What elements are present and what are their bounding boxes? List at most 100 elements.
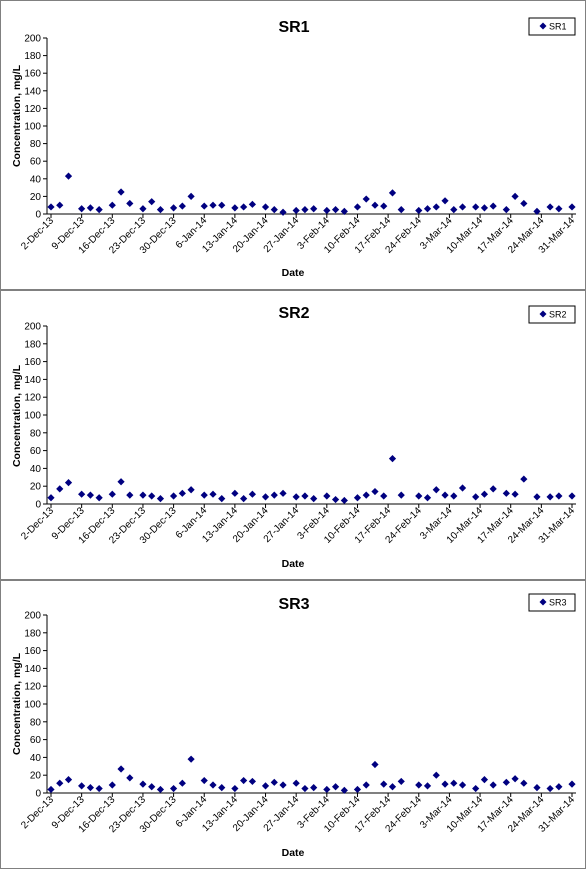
y-tick-label: 140: [24, 86, 41, 97]
data-point: [340, 207, 348, 215]
data-point: [248, 200, 256, 208]
data-point: [139, 205, 147, 213]
legend: SR1: [528, 17, 576, 36]
chart-svg-sr1: SR1 Concentration, mg/L Date SR1 0 20 40 60…: [11, 17, 577, 279]
data-point: [148, 198, 156, 206]
data-point: [353, 785, 362, 794]
data-point: [261, 493, 270, 501]
y-tick-label: 80: [30, 139, 42, 150]
data-point: [209, 781, 217, 789]
data-point: [95, 784, 103, 793]
data-point: [362, 781, 370, 789]
data-point: [156, 785, 165, 794]
data-point: [520, 475, 528, 483]
data-point: [380, 202, 388, 210]
data-point: [323, 785, 331, 794]
legend-box: [528, 17, 576, 36]
y-tick-label: 160: [24, 69, 41, 80]
data-point: [397, 491, 405, 499]
data-point: [480, 204, 489, 212]
data-point: [301, 492, 309, 500]
data-point: [388, 189, 397, 197]
data-point: [489, 781, 497, 789]
data-point: [546, 203, 554, 211]
data-point: [178, 779, 186, 787]
data-point: [480, 776, 489, 784]
data-point: [502, 778, 510, 786]
data-point: [231, 489, 239, 497]
data-point: [148, 783, 156, 791]
data-point: [108, 201, 116, 209]
data-point: [362, 195, 370, 203]
y-tick-label: 120: [24, 104, 41, 115]
y-tick-label: 40: [30, 753, 42, 764]
y-axis-label: Concentration, mg/L: [11, 364, 23, 467]
data-point: [331, 495, 340, 504]
data-point: [139, 491, 147, 499]
data-point: [331, 783, 340, 791]
data-point: [568, 203, 576, 211]
data-point: [292, 206, 300, 215]
data-point: [261, 782, 270, 790]
data-point: [432, 203, 440, 211]
data-point: [187, 192, 195, 200]
chart-title: SR3: [278, 596, 309, 613]
y-tick-label: 80: [30, 717, 42, 728]
data-point: [86, 204, 95, 212]
data-point: [371, 201, 379, 209]
y-tick-label: 0: [35, 789, 41, 800]
data-point: [218, 784, 226, 792]
data-point: [388, 783, 397, 791]
data-point: [533, 207, 541, 215]
data-point: [502, 489, 510, 497]
y-axis-label: Concentration, mg/L: [11, 652, 23, 755]
data-point: [432, 486, 440, 494]
data-point: [388, 455, 397, 463]
data-point: [323, 206, 331, 215]
data-point: [78, 782, 86, 790]
data-point: [56, 485, 64, 493]
data-point: [64, 776, 73, 784]
y-tick-label: 160: [24, 357, 41, 368]
chart-panel-sr3: SR3 Concentration, mg/L Date SR3 0 20 40 60…: [0, 580, 586, 869]
data-point: [380, 780, 388, 788]
chart-panel-sr1: SR1 Concentration, mg/L Date SR1 0 20 40 60…: [0, 0, 586, 290]
data-point: [472, 203, 480, 211]
y-tick-label: 180: [24, 628, 41, 639]
data-point: [371, 760, 379, 769]
data-point: [310, 205, 318, 213]
data-point: [480, 490, 489, 498]
data-point: [458, 781, 467, 789]
y-tick-label: 120: [24, 393, 41, 404]
data-point: [86, 491, 95, 499]
data-point: [353, 203, 362, 211]
data-point: [156, 206, 165, 214]
data-point: [248, 490, 256, 498]
data-point: [187, 486, 195, 494]
x-axis-label: Date: [282, 558, 305, 570]
y-tick-label: 200: [24, 322, 41, 333]
data-point: [555, 783, 563, 791]
data-point: [555, 492, 563, 500]
plot-area: 0204060801001201401601802002-Dec-139-Dec…: [19, 34, 577, 257]
data-point: [397, 777, 405, 786]
data-point: [117, 478, 125, 486]
data-point: [139, 780, 147, 788]
y-tick-label: 40: [30, 464, 42, 475]
data-point: [511, 775, 519, 783]
y-tick-label: 100: [24, 411, 41, 422]
chart-panel-sr2: SR2 Concentration, mg/L Date SR2 0 20 40 60…: [0, 290, 586, 580]
legend: SR3: [528, 593, 576, 612]
data-point: [441, 780, 449, 788]
data-point: [117, 765, 125, 773]
y-tick-label: 180: [24, 339, 41, 350]
y-tick-label: 140: [24, 375, 41, 386]
legend-marker-icon: [539, 598, 547, 606]
data-point: [218, 201, 226, 209]
data-point: [432, 771, 440, 779]
data-point: [248, 777, 256, 786]
data-point: [568, 780, 576, 788]
legend-label: SR1: [549, 22, 567, 32]
data-point: [511, 192, 519, 200]
y-tick-label: 20: [30, 482, 42, 493]
